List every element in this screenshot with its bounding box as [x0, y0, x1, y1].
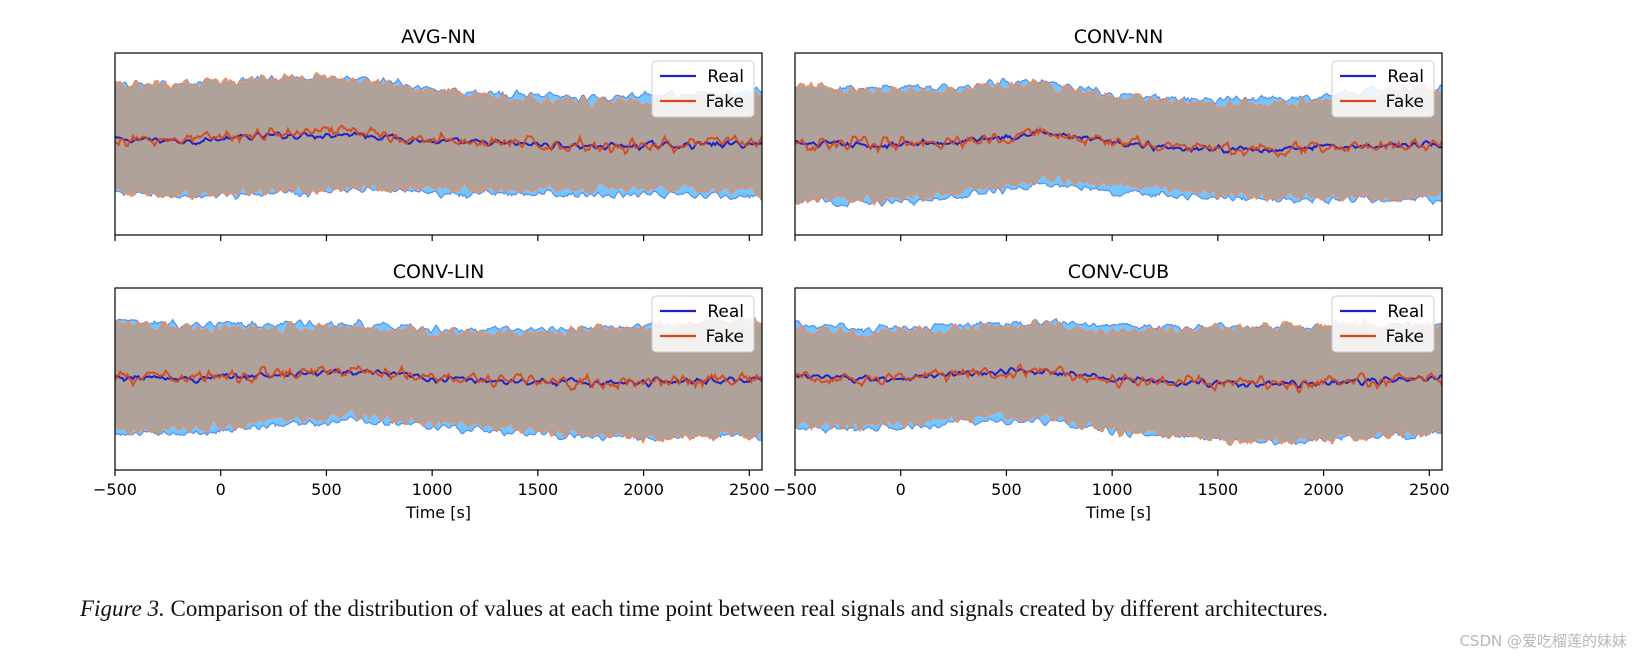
plot-area — [795, 77, 1442, 208]
fake-mean-line — [115, 124, 762, 156]
chart-title: CONV-LIN — [393, 261, 485, 283]
legend-label-real: Real — [1387, 67, 1424, 87]
legend-label-fake: Fake — [1386, 327, 1424, 347]
axes-frame — [794, 287, 1443, 471]
fake-mean-line — [795, 363, 1442, 395]
chart-panel-conv-cub: CONV-CUB −500 0 500 1000 1500 2000 2500 Time [s]… — [773, 261, 1450, 522]
plot-area — [115, 313, 762, 445]
axes-frame — [114, 52, 763, 236]
legend-label-real: Real — [707, 67, 744, 87]
x-tick-label: −500 — [93, 480, 137, 499]
x-tick-label: 2500 — [1409, 480, 1450, 499]
watermark: CSDN @爱吃榴莲的妹妹 — [1459, 632, 1627, 650]
x-tick-label: 2000 — [623, 480, 664, 499]
fake-band — [115, 313, 762, 445]
x-tick-label: 0 — [896, 480, 906, 499]
chart-figure: AVG-NN Real Fake CONV-NN Real Fake CONV-LIN −50… — [93, 26, 1450, 522]
x-tick-label: 0 — [216, 480, 226, 499]
figure-label: Figure 3. — [80, 596, 165, 621]
real-mean-line — [795, 366, 1442, 389]
figure-caption: Figure 3. Comparison of the distribution… — [80, 596, 1328, 622]
x-tick-label: −500 — [773, 480, 817, 499]
legend: Real Fake — [1331, 60, 1435, 118]
legend: Real Fake — [651, 60, 755, 118]
x-tick-label: 500 — [991, 480, 1022, 499]
chart-panel-conv-lin: CONV-LIN −500 0 500 1000 1500 2000 2500 Time [s]… — [93, 261, 770, 522]
legend: Real Fake — [651, 295, 755, 353]
fake-mean-line — [115, 364, 762, 392]
plot-area — [795, 317, 1442, 446]
x-axis-label: Time [s] — [405, 503, 471, 522]
x-tick-label: 1000 — [412, 480, 453, 499]
fake-band — [115, 71, 762, 201]
caption-text: Comparison of the distribution of values… — [164, 596, 1329, 621]
legend-label-real: Real — [1387, 302, 1424, 322]
x-tick-label: 2500 — [729, 480, 770, 499]
legend-label-fake: Fake — [706, 92, 744, 112]
axes-frame — [114, 287, 763, 471]
x-tick-label: 2000 — [1303, 480, 1344, 499]
chart-title: AVG-NN — [401, 26, 476, 48]
fake-mean-line — [795, 126, 1442, 158]
legend-label-real: Real — [707, 302, 744, 322]
x-axis-label: Time [s] — [1085, 503, 1151, 522]
legend-label-fake: Fake — [1386, 92, 1424, 112]
x-tick-label: 1500 — [1198, 480, 1239, 499]
legend: Real Fake — [1331, 295, 1435, 353]
fake-band — [795, 317, 1442, 446]
legend-label-fake: Fake — [706, 327, 744, 347]
chart-panel-conv-nn: CONV-NN Real Fake — [794, 26, 1443, 241]
x-tick-label: 1500 — [518, 480, 559, 499]
x-tick-label: 1000 — [1092, 480, 1133, 499]
chart-title: CONV-NN — [1074, 26, 1164, 48]
plot-area — [115, 71, 762, 203]
axes-frame — [794, 52, 1443, 236]
chart-panel-avg-nn: AVG-NN Real Fake — [114, 26, 763, 241]
x-tick-label: 500 — [311, 480, 342, 499]
chart-title: CONV-CUB — [1068, 261, 1169, 283]
